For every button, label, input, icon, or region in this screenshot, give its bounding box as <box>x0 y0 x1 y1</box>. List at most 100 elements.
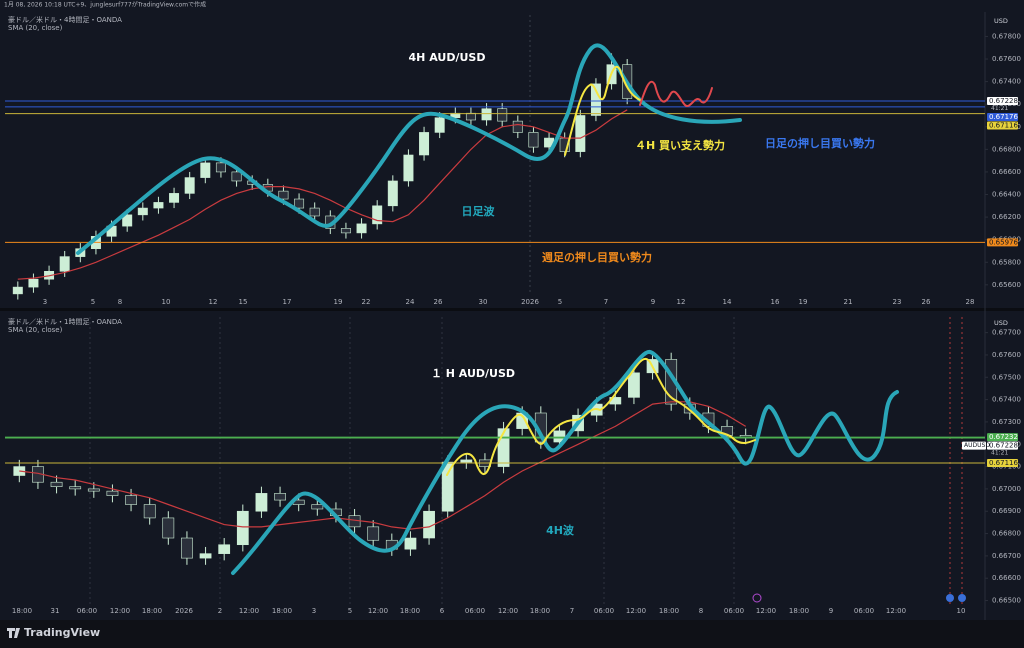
price-label: 0.67176 <box>989 113 1018 121</box>
y-tick-label: 0.65600 <box>992 281 1021 289</box>
sma-line <box>19 401 747 530</box>
annotation: 4H AUD/USD <box>409 51 486 64</box>
candle-body <box>184 177 195 194</box>
candle-body <box>404 537 417 550</box>
candle-body <box>340 228 351 234</box>
symbol-tag-box <box>962 441 986 450</box>
candle-body <box>28 278 39 288</box>
y-tick-label: 0.66200 <box>992 213 1021 221</box>
legend-entry: SMA (20, close) <box>8 326 63 334</box>
candle-body <box>69 486 82 490</box>
x-tick-label: 9 <box>829 607 833 615</box>
x-tick-label: 18:00 <box>530 607 550 615</box>
candle-body <box>50 481 63 487</box>
x-tick-label: 3 <box>312 607 316 615</box>
price-label-box <box>987 238 1018 247</box>
candle-body <box>255 493 268 512</box>
countdown: 41:21 <box>991 105 1008 112</box>
price-label-box <box>987 441 1018 450</box>
x-tick-label: 10 <box>162 298 171 306</box>
candle-body <box>512 120 523 133</box>
candle-body <box>12 286 23 295</box>
candle-body <box>274 493 286 501</box>
x-tick-label: 06:00 <box>724 607 744 615</box>
x-tick-label: 18:00 <box>12 607 32 615</box>
x-tick-label: 2026 <box>521 298 539 306</box>
x-tick-label: 12:00 <box>498 607 518 615</box>
y-tick-label: 0.66500 <box>992 597 1021 605</box>
x-tick-label: 14 <box>723 298 732 306</box>
countdown: 41:21 <box>991 450 1008 457</box>
candle-body <box>231 171 242 182</box>
candle-body <box>294 198 305 209</box>
candle-body <box>122 214 133 227</box>
y-tick-label: 0.66700 <box>992 552 1021 560</box>
candle-body <box>348 515 361 528</box>
x-tick-label: 06:00 <box>77 607 97 615</box>
y-tick-label: 0.67600 <box>992 55 1021 63</box>
grid-layer <box>89 15 963 605</box>
annotation: １ H AUD/USD <box>431 367 515 380</box>
x-tick-label: 2 <box>218 607 222 615</box>
candle-body <box>106 490 119 496</box>
candle-body <box>497 428 510 467</box>
candle-body <box>169 193 180 203</box>
candle-body <box>162 517 175 539</box>
x-tick-label: 12:00 <box>110 607 130 615</box>
y-tick-label: 0.67400 <box>992 78 1021 86</box>
x-tick-label: 26 <box>434 298 443 306</box>
candle-body <box>419 132 430 156</box>
candle-body <box>528 132 539 148</box>
y-tick-label: 0.67500 <box>992 373 1021 381</box>
candle-body <box>553 430 566 443</box>
header-text: 1月 08, 2026 10:18 UTC+9、junglesurf777がTr… <box>4 1 206 9</box>
candle-body <box>200 162 211 178</box>
x-tick-label: 28 <box>966 298 975 306</box>
candle-body <box>309 207 320 217</box>
x-tick-label: 06:00 <box>854 607 874 615</box>
brand: TradingView <box>7 626 100 639</box>
x-tick-label: 23 <box>893 298 902 306</box>
x-tick-label: 18:00 <box>142 607 162 615</box>
footer-bar <box>0 620 1024 648</box>
candle-body <box>434 117 445 133</box>
price-label: 0.67228 <box>989 442 1018 450</box>
x-tick-label: 12:00 <box>368 607 388 615</box>
candle-body <box>199 553 212 559</box>
candle-body <box>87 488 100 492</box>
candle-body <box>356 223 367 234</box>
data-layer: 豪ドル／米ドル・4時間足・OANDAUSD0.656000.658000.660… <box>5 15 1021 615</box>
price-label-box <box>987 97 1018 106</box>
y-tick-label: 0.66600 <box>992 574 1021 582</box>
event-flag[interactable] <box>946 594 954 602</box>
x-tick-label: 8 <box>118 298 122 306</box>
x-tick-label: 06:00 <box>594 607 614 615</box>
x-tick-label: 24 <box>406 298 415 306</box>
x-tick-label: 9 <box>651 298 655 306</box>
x-tick-label: 2026 <box>175 607 193 615</box>
y-tick-label: 0.67300 <box>992 418 1021 426</box>
candle-body <box>311 504 324 510</box>
y-tick-label: 0.66800 <box>992 530 1021 538</box>
event-flag[interactable] <box>958 594 966 602</box>
x-tick-label: 12:00 <box>239 607 259 615</box>
x-tick-label: 19 <box>799 298 808 306</box>
candle-body <box>143 504 156 519</box>
candle-body <box>628 372 640 398</box>
symbol-tag: AUDUSD <box>964 442 990 449</box>
brand-name: TradingView <box>24 626 100 639</box>
price-label: 0.67116 <box>989 459 1018 467</box>
x-tick-label: 06:00 <box>465 607 485 615</box>
x-tick-label: 31 <box>51 607 60 615</box>
y-tick-label: 0.67700 <box>992 329 1021 337</box>
price-label-box <box>987 433 1018 442</box>
x-tick-label: 12:00 <box>886 607 906 615</box>
candle-body <box>481 108 492 121</box>
x-tick-label: 16 <box>771 298 780 306</box>
y-tick-label: 0.67600 <box>992 351 1021 359</box>
candle-body <box>575 115 586 152</box>
event-icon[interactable] <box>752 593 762 603</box>
